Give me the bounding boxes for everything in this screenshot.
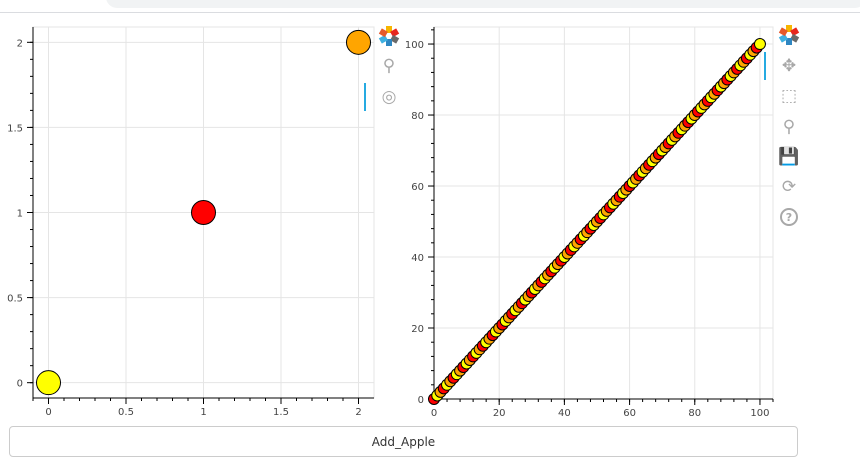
save-icon[interactable]: 💾 xyxy=(778,147,800,167)
y-tick-label: 0.5 xyxy=(7,294,23,305)
plot-left: 0 0.5 1 1.5 2 0 0.5 1 1.5 2 xyxy=(7,26,375,418)
tap-tool-icon[interactable]: ◎ xyxy=(381,87,397,107)
browser-toolbar xyxy=(0,0,860,13)
x-tick-label: 0 xyxy=(431,408,437,419)
help-icon[interactable]: ? xyxy=(780,208,798,226)
address-bar[interactable] xyxy=(106,0,860,8)
reset-icon[interactable]: ⟳ xyxy=(781,177,797,197)
bokeh-logo-icon[interactable] xyxy=(778,24,800,46)
box-zoom-icon[interactable]: ⬚ xyxy=(780,86,798,106)
y-tick-label: 1 xyxy=(17,209,23,220)
x-tick-label: 60 xyxy=(623,408,636,419)
y-tick-label: 100 xyxy=(405,40,424,51)
x-tick-label: 0.5 xyxy=(118,407,134,418)
active-tool-indicator xyxy=(764,52,766,80)
scatter-point xyxy=(753,38,766,51)
pan-icon[interactable]: ✥ xyxy=(781,56,797,76)
y-tick-label: 60 xyxy=(411,182,424,193)
y-tick-label: 1.5 xyxy=(7,123,23,134)
x-tick-label: 2 xyxy=(355,407,361,418)
scatter-point xyxy=(191,200,216,225)
active-tool-indicator xyxy=(364,83,366,111)
x-tick-label: 1 xyxy=(200,407,206,418)
x-tick-label: 100 xyxy=(750,408,769,419)
y-tick-label: 0 xyxy=(418,395,424,406)
wheel-zoom-icon[interactable]: ⚲ xyxy=(782,117,796,137)
scatter-point xyxy=(346,29,371,55)
x-tick-label: 80 xyxy=(688,408,701,419)
plot-right: 0 20 40 60 80 100 0 20 40 60 80 100 xyxy=(405,26,774,419)
bokeh-logo-icon[interactable] xyxy=(378,25,400,47)
y-tick-label: 0 xyxy=(17,379,23,390)
y-tick-label: 40 xyxy=(411,253,424,264)
x-tick-label: 20 xyxy=(493,408,506,419)
x-tick-label: 1.5 xyxy=(273,407,289,418)
add-apple-button[interactable]: Add_Apple xyxy=(9,426,798,457)
x-tick-label: 0 xyxy=(45,407,51,418)
x-tick-label: 40 xyxy=(558,408,571,419)
y-tick-label: 20 xyxy=(411,324,424,335)
y-tick-label: 80 xyxy=(411,111,424,122)
wheel-zoom-icon[interactable]: ⚲ xyxy=(382,56,396,76)
scatter-point xyxy=(36,370,61,396)
y-tick-label: 2 xyxy=(17,38,23,49)
